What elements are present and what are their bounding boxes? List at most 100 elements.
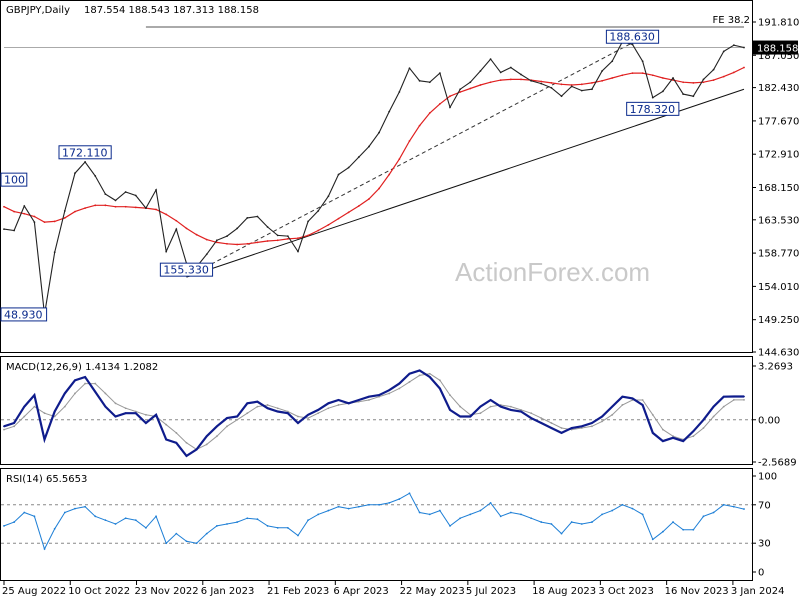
rsi-line-point bbox=[236, 521, 239, 523]
price-ytick-label: 177.670 bbox=[758, 116, 799, 127]
price-callout: 188.630 bbox=[609, 31, 655, 44]
price-line-point bbox=[601, 70, 603, 72]
sma-line-point bbox=[722, 75, 725, 78]
price-ytick-label: 187.050 bbox=[758, 51, 799, 62]
rsi-line-point bbox=[13, 521, 16, 523]
macd-signal-line-point bbox=[580, 427, 583, 429]
macd-line-point bbox=[256, 400, 259, 403]
price-line-point bbox=[509, 66, 512, 69]
rsi-line-point bbox=[560, 532, 563, 535]
macd-signal-line-point bbox=[13, 425, 16, 428]
macd-line-point bbox=[682, 440, 685, 443]
xtick-label: 25 Aug 2022 bbox=[2, 586, 66, 597]
rsi-line-point bbox=[368, 503, 370, 506]
price-line bbox=[3, 41, 745, 315]
macd-signal-line-point bbox=[226, 425, 228, 428]
macd-signal-line-point bbox=[53, 415, 56, 418]
price-line-point bbox=[155, 189, 157, 191]
macd-signal-line-point bbox=[540, 417, 543, 420]
macd-signal-line-point bbox=[489, 405, 492, 408]
rsi-panel bbox=[0, 468, 753, 581]
macd-line-point bbox=[297, 422, 299, 424]
macd-line bbox=[3, 369, 744, 458]
xtick-label: 3 Oct 2023 bbox=[598, 586, 653, 597]
rsi-title: RSI(14) 65.5653 bbox=[6, 474, 87, 485]
macd-line-point bbox=[74, 379, 76, 382]
sma-line-point bbox=[540, 80, 543, 83]
rsi-line-point bbox=[317, 513, 320, 516]
macd-signal-line-point bbox=[94, 382, 97, 385]
sma-line-point bbox=[368, 198, 370, 200]
rsi-line-point bbox=[479, 509, 482, 512]
macd-signal-line-point bbox=[246, 412, 249, 415]
price-plot: 172.110 155.330 188.630 178.320 100 48.930 FE … bbox=[0, 15, 750, 322]
price-line-point bbox=[388, 110, 391, 113]
macd-signal-line-point bbox=[732, 398, 735, 401]
sma-line-point bbox=[418, 124, 421, 127]
macd-line-point bbox=[388, 389, 391, 392]
macd-signal-line-point bbox=[560, 427, 563, 429]
sma-line-point bbox=[357, 205, 360, 207]
rsi-line-point bbox=[215, 525, 218, 527]
rsi-ytick-label: 70 bbox=[758, 500, 771, 511]
macd-signal-line-point bbox=[145, 413, 147, 416]
sma-line-point bbox=[479, 84, 482, 86]
price-line-point bbox=[84, 161, 86, 163]
price-line-point bbox=[357, 156, 360, 158]
macd-signal-line-point bbox=[418, 374, 421, 377]
macd-line-point bbox=[155, 413, 157, 416]
rsi-line-point bbox=[509, 511, 512, 514]
rsi-line-point bbox=[722, 503, 725, 506]
macd-signal-line-point bbox=[641, 399, 644, 401]
sma-line-point bbox=[712, 79, 715, 82]
rsi-plot bbox=[1, 492, 752, 551]
macd-line-point bbox=[266, 407, 269, 410]
price-callout-box bbox=[159, 262, 214, 277]
price-line-point bbox=[368, 145, 370, 148]
macd-line-point bbox=[145, 422, 147, 424]
price-line-point bbox=[327, 195, 330, 198]
sma-line-point bbox=[611, 77, 614, 79]
macd-line-point bbox=[591, 422, 593, 424]
macd-line-point bbox=[368, 395, 370, 398]
price-ytick-label: 191.810 bbox=[758, 18, 799, 29]
price-line-point bbox=[479, 70, 482, 72]
macd-line-point bbox=[246, 402, 249, 405]
macd-signal-line-point bbox=[286, 410, 289, 413]
macd-signal-line-point bbox=[428, 372, 431, 375]
rsi-line-point bbox=[540, 521, 543, 523]
sma-line-point bbox=[662, 77, 664, 79]
macd-ytick-label: -2.5689 bbox=[758, 458, 797, 469]
macd-signal-line-point bbox=[651, 413, 654, 416]
price-line-point bbox=[63, 210, 66, 212]
rsi-line-point bbox=[33, 515, 36, 518]
sma-line-point bbox=[327, 224, 330, 226]
rsi-line-point bbox=[63, 511, 66, 514]
sma-line-point bbox=[520, 78, 522, 81]
sma-line-point bbox=[84, 207, 86, 210]
sma-line-point bbox=[347, 211, 350, 214]
rsi-line-point bbox=[337, 505, 340, 508]
price-line-point bbox=[297, 250, 299, 253]
rsi-line-point bbox=[53, 527, 56, 530]
macd-line-point bbox=[94, 390, 97, 393]
macd-line-point bbox=[3, 425, 5, 428]
price-line-point bbox=[165, 250, 168, 253]
macd-line-point bbox=[286, 412, 289, 415]
sma-line-point bbox=[560, 83, 563, 86]
sma-line-point bbox=[195, 233, 198, 236]
rsi-line-point bbox=[438, 509, 441, 512]
macd-signal-line-point bbox=[449, 394, 451, 396]
macd-signal-line-point bbox=[84, 382, 86, 385]
rsi-ytick-label: 0 bbox=[758, 568, 764, 579]
rsi-line-point bbox=[520, 513, 522, 516]
sma-line-point bbox=[499, 79, 502, 82]
sma-line-point bbox=[641, 72, 644, 75]
macd-signal-line-point bbox=[712, 415, 715, 418]
rsi-line-point bbox=[712, 511, 715, 514]
trendline-0 bbox=[186, 88, 745, 278]
sma-line-point bbox=[449, 95, 451, 98]
rsi-line-point bbox=[489, 501, 492, 504]
macd-signal-line-point bbox=[591, 425, 593, 428]
macd-line-point bbox=[84, 376, 86, 378]
